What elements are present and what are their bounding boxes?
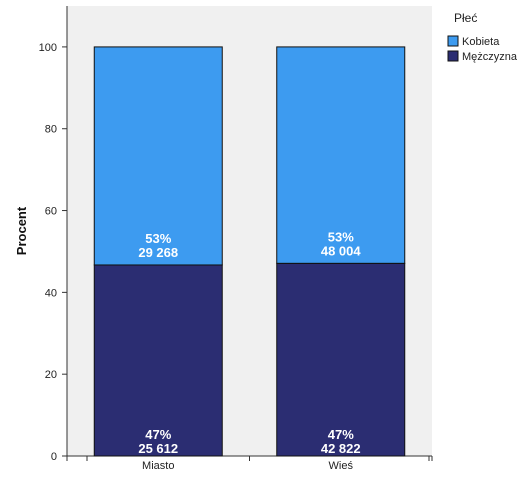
legend-label: Kobieta <box>462 36 500 48</box>
data-label-pct: 53% <box>145 231 171 246</box>
y-tick-label: 100 <box>39 42 57 54</box>
data-label-count: 25 612 <box>138 441 178 456</box>
data-label-count: 29 268 <box>138 245 178 260</box>
legend-title: Płeć <box>454 11 477 25</box>
data-label-count: 48 004 <box>321 243 362 258</box>
y-tick-label: 0 <box>51 451 57 463</box>
data-label-pct: 47% <box>328 427 354 442</box>
y-tick-label: 60 <box>45 206 57 218</box>
data-label-pct: 47% <box>145 427 171 442</box>
legend: Płeć Kobieta Mężczyzna <box>447 11 518 63</box>
x-tick-label: Wieś <box>329 460 354 472</box>
y-axis-title: Procent <box>14 206 29 255</box>
legend-label: Mężczyzna <box>462 51 518 63</box>
y-tick-label: 20 <box>45 369 57 381</box>
x-tick-label: Miasto <box>142 460 174 472</box>
legend-swatch <box>447 35 459 47</box>
data-label-pct: 53% <box>328 229 354 244</box>
bar-kobieta-1 <box>276 46 406 264</box>
bar-kobieta-0 <box>93 46 223 266</box>
y-tick-label: 80 <box>45 124 57 136</box>
bar-mezczyzna-1 <box>276 262 406 457</box>
data-label-count: 42 822 <box>321 441 361 456</box>
bar-mezczyzna-0 <box>93 264 223 457</box>
legend-swatch <box>447 50 459 62</box>
y-tick-label: 40 <box>45 287 57 299</box>
